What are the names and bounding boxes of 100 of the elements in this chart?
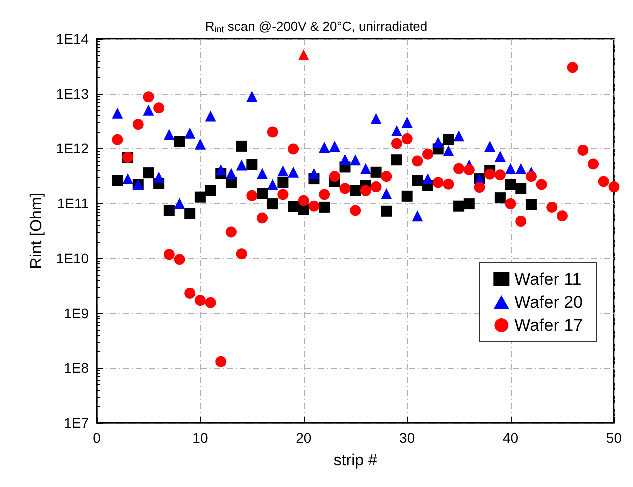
point xyxy=(194,138,206,150)
y-tick-label: 1E12 xyxy=(56,140,90,157)
point xyxy=(402,190,413,202)
point xyxy=(422,174,434,185)
y-tick-label: 1E13 xyxy=(56,86,90,102)
point xyxy=(578,144,589,156)
point xyxy=(164,205,175,216)
y-tick-label: 1E11 xyxy=(57,196,90,212)
point xyxy=(370,113,382,124)
point xyxy=(288,166,300,178)
point xyxy=(143,168,154,179)
point xyxy=(505,198,516,210)
point xyxy=(267,198,278,210)
x-tick-label: 10 xyxy=(192,430,208,446)
point xyxy=(112,175,124,186)
point xyxy=(608,182,620,193)
point xyxy=(205,110,216,122)
point xyxy=(505,163,516,174)
point xyxy=(381,171,392,182)
point xyxy=(422,148,434,160)
x-axis-title: strip # xyxy=(334,452,378,470)
point xyxy=(454,200,465,212)
point xyxy=(516,216,527,228)
point xyxy=(257,188,268,200)
point xyxy=(381,206,392,217)
point xyxy=(205,185,216,196)
point xyxy=(184,208,196,220)
point xyxy=(505,179,516,190)
legend-label: Wafer 11 xyxy=(514,270,582,289)
point xyxy=(443,134,454,146)
point xyxy=(164,129,175,140)
point xyxy=(278,177,289,188)
point xyxy=(588,158,600,170)
point xyxy=(267,179,278,190)
point xyxy=(412,210,424,222)
point xyxy=(484,140,496,152)
point xyxy=(112,108,124,119)
point xyxy=(432,177,444,188)
point xyxy=(174,136,186,148)
point xyxy=(298,195,310,206)
point xyxy=(143,104,154,116)
legend-label: Wafer 17 xyxy=(514,316,584,335)
point xyxy=(370,166,382,178)
point xyxy=(340,183,351,194)
point xyxy=(412,156,424,167)
point xyxy=(246,91,258,102)
y-tick-label: 1E8 xyxy=(64,360,90,376)
point xyxy=(350,205,362,216)
x-tick-label: 20 xyxy=(296,430,312,446)
point xyxy=(484,168,496,180)
point xyxy=(298,50,310,61)
point xyxy=(546,202,558,213)
point xyxy=(454,130,465,142)
point xyxy=(516,183,527,194)
point xyxy=(246,159,258,170)
point xyxy=(350,154,362,166)
point xyxy=(174,198,186,210)
point xyxy=(474,182,486,194)
point xyxy=(526,199,537,210)
point xyxy=(402,117,413,128)
y-axis-title: Rint [Ohm] xyxy=(28,192,46,270)
x-tick-label: 30 xyxy=(400,430,416,446)
point xyxy=(360,185,372,196)
point xyxy=(154,102,165,114)
point xyxy=(194,295,206,306)
point xyxy=(526,171,537,182)
point xyxy=(464,198,475,210)
point xyxy=(391,154,402,166)
point xyxy=(340,154,351,166)
point xyxy=(360,163,372,174)
point xyxy=(391,126,402,137)
y-tick-label: 1E9 xyxy=(64,305,90,322)
point xyxy=(112,134,124,146)
y-tick-label: 1E10 xyxy=(56,250,90,266)
point xyxy=(205,297,216,308)
point xyxy=(494,151,506,162)
point xyxy=(443,145,454,156)
point xyxy=(236,140,248,152)
point xyxy=(494,192,506,204)
point xyxy=(164,249,175,260)
point xyxy=(267,126,278,138)
point xyxy=(174,254,186,266)
point xyxy=(308,200,320,212)
point xyxy=(443,178,454,190)
legend-label: Wafer 20 xyxy=(514,293,584,312)
point xyxy=(122,174,134,185)
point xyxy=(184,288,196,299)
point xyxy=(216,356,227,368)
point xyxy=(432,136,444,148)
point xyxy=(598,176,610,188)
point xyxy=(246,190,258,202)
point xyxy=(381,188,392,200)
y-tick-label: 1E7 xyxy=(64,415,90,431)
point xyxy=(226,168,237,180)
point xyxy=(278,189,289,200)
point xyxy=(412,175,424,186)
point xyxy=(516,163,527,174)
point xyxy=(402,134,413,145)
y-tick-label: 1E14 xyxy=(56,31,90,47)
point xyxy=(391,138,402,150)
